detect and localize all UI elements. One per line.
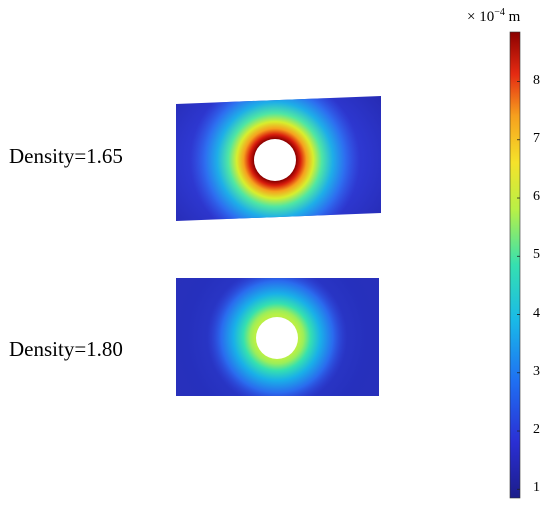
unit-prefix: × 10 (467, 9, 495, 25)
colorbar-tick-label-6: 6 (533, 189, 540, 204)
colorbar-tick-label-4: 4 (533, 305, 540, 321)
colorbar-tick-label-2: 2 (533, 422, 540, 437)
unit-exponent: −4 (494, 7, 505, 18)
colorbar-tick-label-3: 3 (533, 363, 540, 379)
colorbar-tick-label-5: 5 (533, 247, 540, 263)
colorbar-tick-label-1: 1 (533, 480, 540, 496)
plate-bottom-hole (256, 317, 298, 359)
panel-label-density-1-80: Density=1.80 (9, 337, 123, 361)
colorbar (509, 31, 521, 499)
colorbar-tick-label-8: 8 (533, 72, 540, 88)
panel-label-density-1-65: Density=1.65 (9, 144, 123, 168)
colorbar-unit: × 10−4 m (467, 7, 520, 26)
plate-top-hole (254, 139, 296, 181)
plate-density-1-65 (176, 96, 381, 221)
colorbar-tick-label-7: 7 (533, 130, 540, 146)
unit-suffix: m (504, 9, 521, 25)
colorbar-gradient (509, 31, 521, 499)
colorbar-ticks (517, 81, 520, 490)
plate-density-1-80 (176, 278, 379, 396)
